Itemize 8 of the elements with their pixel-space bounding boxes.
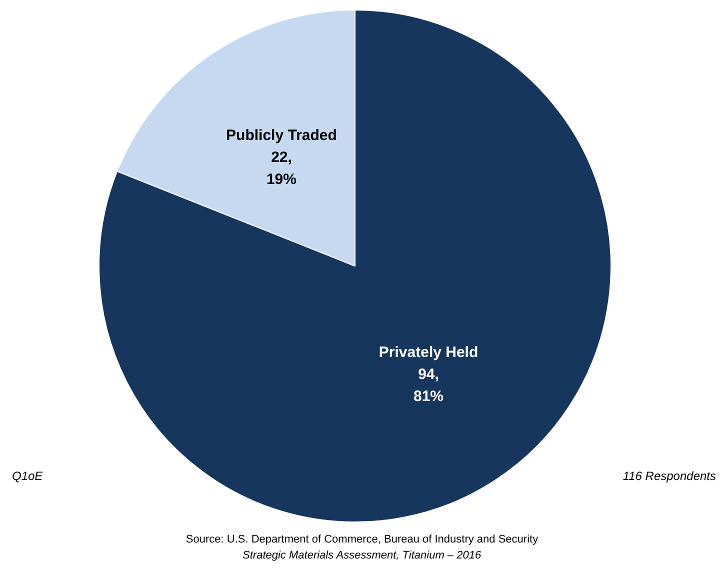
data-label: 22, 19% (266, 149, 296, 188)
text: Strategic Materials Assessment, Titanium – 2016 (242, 550, 482, 562)
text: Q1oE (12, 469, 44, 483)
slice-label: Publicly Traded (226, 127, 337, 144)
slice-label: Privately Held (378, 344, 478, 361)
data-label: 94, 81% (414, 366, 444, 405)
text: 116 Respondents (622, 469, 716, 483)
source-note: Source: U.S. Department of Commerce, Bureau of Industry and Security (186, 534, 539, 546)
